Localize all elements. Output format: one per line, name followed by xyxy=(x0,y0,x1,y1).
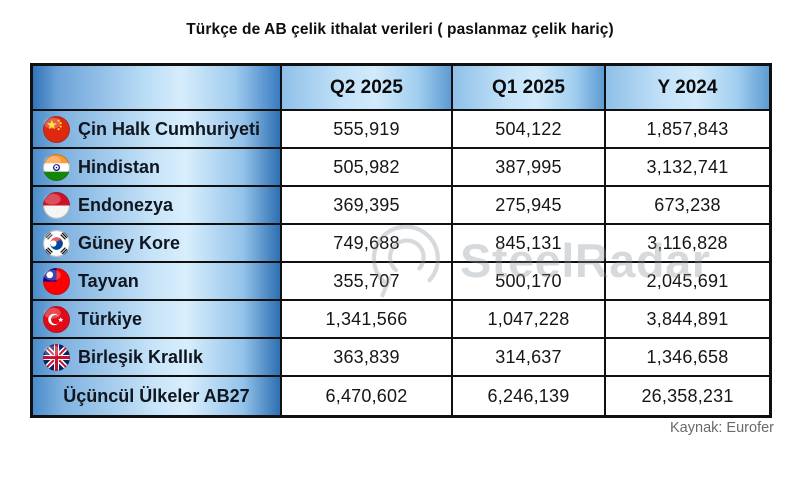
third-countries-y-2024: 26,358,231 xyxy=(606,377,769,415)
steel-imports-table: Q2 2025 Q1 2025 Y 2024 Çin Halk Cumhuriy… xyxy=(30,63,772,418)
south-korea-y-2024: 3,116,828 xyxy=(606,225,769,263)
indonesia-y-2024: 673,238 xyxy=(606,187,769,225)
country-name: Endonezya xyxy=(78,194,174,215)
indonesia-q2-2025: 369,395 xyxy=(282,187,453,225)
taiwan-y-2024: 2,045,691 xyxy=(606,263,769,301)
row-third-countries-label: Üçüncül Ülkeler AB27 xyxy=(33,377,282,415)
third-countries-q2-2025: 6,470,602 xyxy=(282,377,453,415)
turkey-q1-2025: 1,047,228 xyxy=(453,301,606,339)
row-south-korea-label: Güney Kore xyxy=(33,225,282,263)
india-flag-icon xyxy=(43,153,70,181)
turkey-flag-icon xyxy=(43,305,70,333)
turkey-q2-2025: 1,341,566 xyxy=(282,301,453,339)
country-name: Tayvan xyxy=(78,270,139,291)
china-y-2024: 1,857,843 xyxy=(606,111,769,149)
row-uk-label: Birleşik Krallık xyxy=(33,339,282,377)
taiwan-flag-icon xyxy=(43,267,70,295)
row-taiwan-label: Tayvan xyxy=(33,263,282,301)
india-q1-2025: 387,995 xyxy=(453,149,606,187)
source-credit: Kaynak: Eurofer xyxy=(670,420,774,436)
south-korea-q1-2025: 845,131 xyxy=(453,225,606,263)
china-flag-icon xyxy=(43,115,70,143)
total-row-name: Üçüncül Ülkeler AB27 xyxy=(63,385,250,406)
country-name: Türkiye xyxy=(78,308,143,329)
uk-q2-2025: 363,839 xyxy=(282,339,453,377)
country-name: Çin Halk Cumhuriyeti xyxy=(78,118,261,139)
country-name: Güney Kore xyxy=(78,232,181,253)
uk-flag-icon xyxy=(43,343,70,371)
row-china-label: Çin Halk Cumhuriyeti xyxy=(33,111,282,149)
row-indonesia-label: Endonezya xyxy=(33,187,282,225)
header-cell-y-2024: Y 2024 xyxy=(606,66,769,111)
third-countries-q1-2025: 6,246,139 xyxy=(453,377,606,415)
uk-q1-2025: 314,637 xyxy=(453,339,606,377)
south-korea-q2-2025: 749,688 xyxy=(282,225,453,263)
header-cell-empty xyxy=(33,66,282,111)
india-q2-2025: 505,982 xyxy=(282,149,453,187)
country-name: Hindistan xyxy=(78,156,161,177)
header-cell-q1-2025: Q1 2025 xyxy=(453,66,606,111)
india-y-2024: 3,132,741 xyxy=(606,149,769,187)
taiwan-q2-2025: 355,707 xyxy=(282,263,453,301)
page-title: Türkçe de AB çelik ithalat verileri ( pa… xyxy=(186,21,614,38)
indonesia-flag-icon xyxy=(43,191,70,219)
south-korea-flag-icon xyxy=(43,229,70,257)
row-turkey-label: Türkiye xyxy=(33,301,282,339)
turkey-y-2024: 3,844,891 xyxy=(606,301,769,339)
uk-y-2024: 1,346,658 xyxy=(606,339,769,377)
header-cell-q2-2025: Q2 2025 xyxy=(282,66,453,111)
country-name: Birleşik Krallık xyxy=(78,346,204,367)
china-q2-2025: 555,919 xyxy=(282,111,453,149)
row-india-label: Hindistan xyxy=(33,149,282,187)
china-q1-2025: 504,122 xyxy=(453,111,606,149)
taiwan-q1-2025: 500,170 xyxy=(453,263,606,301)
indonesia-q1-2025: 275,945 xyxy=(453,187,606,225)
